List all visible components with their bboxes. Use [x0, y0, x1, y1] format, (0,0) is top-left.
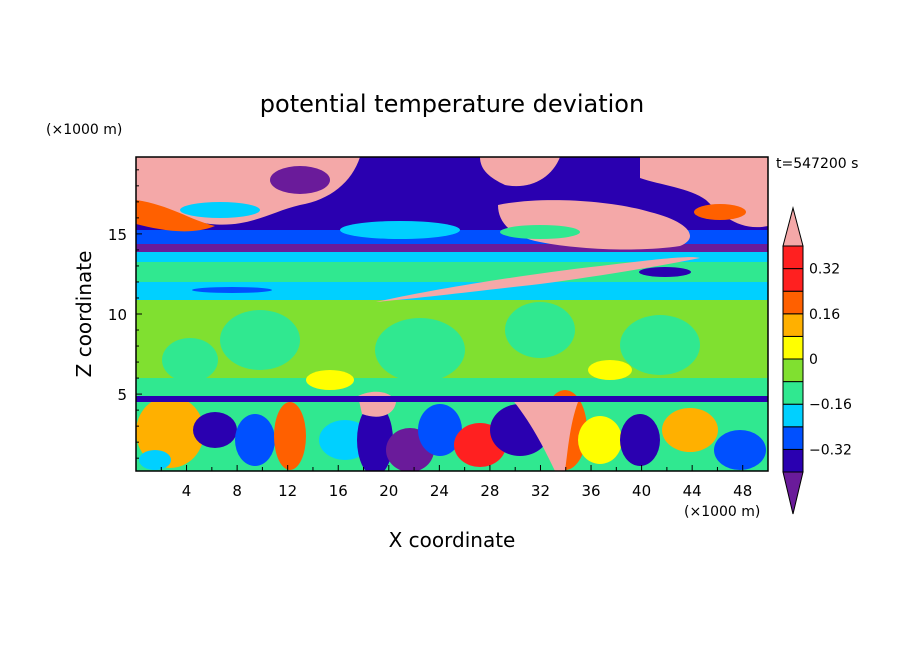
field-eddy-0: [136, 396, 204, 468]
field-band-mid-lower: [136, 378, 768, 396]
field-mid-mottle-3: [620, 315, 700, 375]
field-eddy-11: [578, 416, 622, 464]
field-band-inversion: [136, 396, 768, 402]
colorbar-segment: [782, 245, 804, 270]
field-mid-mottle-0: [220, 310, 300, 370]
field-band-stable: [136, 252, 768, 262]
field-blob-upper-left-red: [136, 200, 215, 232]
field-blob-upper-cyan-2: [340, 221, 460, 239]
colorbar-segment: [782, 381, 804, 405]
field-mid-yellow-0: [306, 370, 354, 390]
colorbar-segment: [782, 358, 804, 383]
field-band-tropopause: [136, 244, 768, 252]
field-eddy-1: [193, 412, 237, 448]
field-blob-upper-cyan-1: [180, 202, 260, 218]
field-eddy-3: [274, 402, 306, 470]
field-blob-upper-mid: [480, 157, 560, 187]
x-tick-label: 20: [379, 482, 398, 500]
colorbar-segment: [782, 268, 804, 292]
y-tick-label: 15: [108, 226, 127, 244]
colorbar-segment: [782, 403, 804, 428]
field-mid-mottle-4: [162, 338, 218, 382]
colorbar-tick-label: 0: [809, 352, 818, 368]
field-mid-mottle-2: [505, 302, 575, 358]
x-tick-label: 40: [632, 482, 651, 500]
x-tick-label: 44: [683, 482, 702, 500]
x-tick-label: 24: [430, 482, 449, 500]
y-tick-label: 5: [117, 386, 127, 404]
x-axis-title: X coordinate: [389, 528, 516, 552]
field-eddy-15: [139, 450, 171, 470]
y-axis-title: Z coordinate: [72, 251, 96, 378]
y-tick-label: 10: [108, 306, 127, 324]
field-eddy-14: [714, 430, 766, 470]
colorbar-tick-label: 0.16: [809, 307, 840, 323]
x-tick-label: 48: [733, 482, 752, 500]
field-streak-cold: [639, 267, 691, 277]
contour-field: [136, 157, 768, 471]
field-mid-mottle-1: [375, 318, 465, 382]
field-blob-upper-purple: [270, 166, 330, 194]
colorbar-segment: [782, 426, 804, 450]
field-eddy-13: [662, 408, 718, 452]
field-streak-blue: [192, 287, 272, 293]
field-plume-warm: [510, 397, 580, 471]
x-unit-label: (×1000 m): [684, 504, 760, 520]
x-tick-label: 16: [329, 482, 348, 500]
x-axis-ticks: 4 8 12 16 20 24 28 32 36 40 44 48: [160, 465, 752, 500]
colorbar-segment: [782, 448, 804, 473]
x-tick-label: 36: [581, 482, 600, 500]
colorbar-extend-high: [782, 206, 804, 247]
field-blob-upper-right-red: [694, 204, 746, 220]
colorbar-tick-label: −0.32: [809, 442, 852, 458]
colorbar-segment: [782, 335, 804, 360]
field-eddy-7: [418, 404, 462, 456]
x-tick-label: 12: [278, 482, 297, 500]
colorbar: 0.32 0.16 0 −0.16 −0.32: [782, 206, 852, 515]
colorbar-tick-label: 0.32: [809, 262, 840, 278]
x-tick-label: 8: [232, 482, 242, 500]
field-blob-upper-green: [500, 225, 580, 239]
colorbar-segment: [782, 290, 804, 315]
y-unit-label: (×1000 m): [46, 122, 122, 138]
x-tick-label: 4: [182, 482, 192, 500]
field-mid-yellow-1: [588, 360, 632, 380]
x-tick-label: 32: [531, 482, 550, 500]
time-label: t=547200 s: [776, 156, 858, 172]
field-eddy-2: [235, 414, 275, 466]
field-streak-warm: [376, 257, 700, 302]
field-eddy-5: [357, 404, 393, 471]
chart-title: potential temperature deviation: [260, 90, 644, 118]
colorbar-segment: [782, 313, 804, 337]
x-tick-label: 28: [480, 482, 499, 500]
colorbar-extend-low: [782, 471, 804, 515]
y-axis-ticks: 5 10 15: [108, 169, 142, 459]
colorbar-tick-label: −0.16: [809, 397, 852, 413]
field-eddy-12: [620, 414, 660, 466]
